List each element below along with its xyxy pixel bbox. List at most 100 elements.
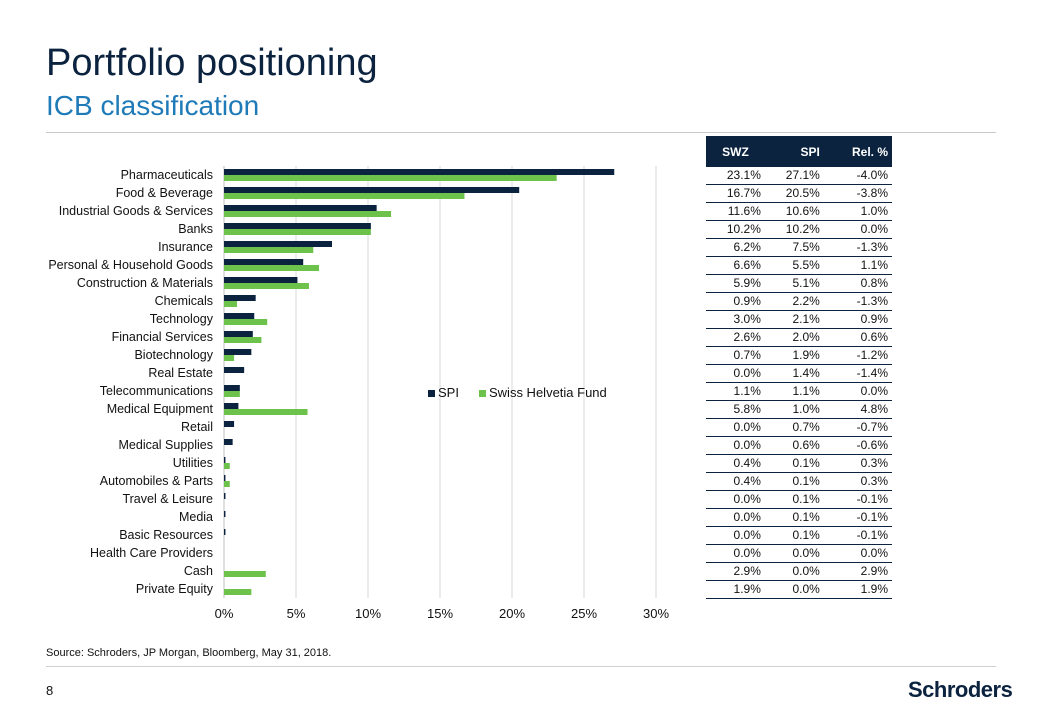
category-label: Retail [181,420,213,434]
bar-spi [224,241,332,247]
x-tick-label: 15% [427,606,453,621]
cell-rel: -3.8% [823,184,892,203]
cell-rel: -0.7% [823,418,892,437]
category-label: Biotechnology [134,348,213,362]
legend-swatch-fund [479,390,486,397]
bar-spi [224,457,226,463]
table-row: 2.6% 2.0% 0.6% [706,328,892,347]
cell-swz: 2.9% [706,562,765,581]
title-divider [46,132,996,133]
table-row: 16.7% 20.5% -3.8% [706,184,892,203]
bar-spi [224,439,233,445]
cell-rel: -0.6% [823,436,892,455]
x-tick-label: 5% [287,606,306,621]
cell-rel: 4.8% [823,400,892,419]
table-row: 6.6% 5.5% 1.1% [706,256,892,275]
cell-spi: 20.5% [764,184,824,203]
x-tick-label: 30% [643,606,669,621]
cell-spi: 2.1% [764,310,824,329]
cell-swz: 1.1% [706,382,765,401]
cell-swz: 0.7% [706,346,765,365]
x-tick-label: 10% [355,606,381,621]
bar-fund [224,283,309,289]
bar-spi [224,187,520,193]
category-label: Cash [184,564,213,578]
table-row: 0.0% 0.1% -0.1% [706,526,892,545]
table-row: 2.9% 0.0% 2.9% [706,562,892,581]
cell-spi: 0.0% [764,562,824,581]
header-swz: SWZ [706,136,765,167]
cell-spi: 1.9% [764,346,824,365]
table-row: 0.0% 0.1% -0.1% [706,508,892,527]
category-label: Health Care Providers [90,546,213,560]
cell-spi: 0.0% [764,544,824,563]
bar-fund [224,211,392,217]
legend-swatch-spi [428,390,435,397]
cell-rel: 0.0% [823,220,892,239]
cell-spi: 10.6% [764,202,824,221]
cell-swz: 10.2% [706,220,765,239]
cell-swz: 3.0% [706,310,765,329]
cell-swz: 5.8% [706,400,765,419]
cell-swz: 0.0% [706,490,765,509]
cell-spi: 0.1% [764,490,824,509]
bar-fund [224,481,230,487]
category-label: Chemicals [155,294,213,308]
table-row: 5.9% 5.1% 0.8% [706,274,892,293]
cell-spi: 0.1% [764,454,824,473]
table-row: 23.1% 27.1% -4.0% [706,167,892,185]
cell-rel: 0.0% [823,544,892,563]
table-row: 0.0% 0.1% -0.1% [706,490,892,509]
legend-label-fund: Swiss Helvetia Fund [489,385,607,400]
table-row: 6.2% 7.5% -1.3% [706,238,892,257]
cell-spi: 0.7% [764,418,824,437]
cell-swz: 0.0% [706,364,765,383]
category-label: Travel & Leisure [122,492,213,506]
cell-rel: -0.1% [823,526,892,545]
category-label: Construction & Materials [77,276,213,290]
bar-fund [224,301,237,307]
cell-swz: 0.4% [706,454,765,473]
category-label: Technology [150,312,214,326]
cell-rel: 1.9% [823,580,892,599]
page-number: 8 [46,683,54,698]
bar-spi [224,403,239,409]
cell-spi: 0.6% [764,436,824,455]
cell-rel: 0.8% [823,274,892,293]
bar-spi [224,511,226,517]
category-label: Pharmaceuticals [121,168,213,182]
cell-spi: 0.1% [764,508,824,527]
bar-fund [224,229,371,235]
cell-swz: 0.4% [706,472,765,491]
category-label: Medical Equipment [107,402,214,416]
category-label: Utilities [173,456,213,470]
category-label: Media [179,510,213,524]
legend-label-spi: SPI [438,385,459,400]
cell-rel: 1.1% [823,256,892,275]
table-header-row: SWZ SPI Rel. % [706,136,892,167]
cell-swz: 0.0% [706,508,765,527]
bar-spi [224,529,226,535]
bar-spi [224,421,235,427]
cell-swz: 0.0% [706,418,765,437]
cell-swz: 0.0% [706,544,765,563]
cell-spi: 2.2% [764,292,824,311]
cell-rel: -1.3% [823,238,892,257]
x-tick-label: 0% [215,606,234,621]
bar-fund [224,391,240,397]
cell-spi: 0.1% [764,526,824,545]
footer-divider [46,666,996,667]
bar-fund [224,193,465,199]
cell-swz: 6.2% [706,238,765,257]
bar-spi [224,493,226,499]
table-row: 11.6% 10.6% 1.0% [706,202,892,221]
bar-fund [224,589,252,595]
bar-fund [224,175,557,181]
category-label: Private Equity [136,582,214,596]
cell-rel: -1.2% [823,346,892,365]
category-label: Real Estate [148,366,213,380]
cell-rel: 1.0% [823,202,892,221]
table-row: 0.0% 0.7% -0.7% [706,418,892,437]
page-subtitle: ICB classification [46,90,260,121]
bar-fund [224,409,308,415]
